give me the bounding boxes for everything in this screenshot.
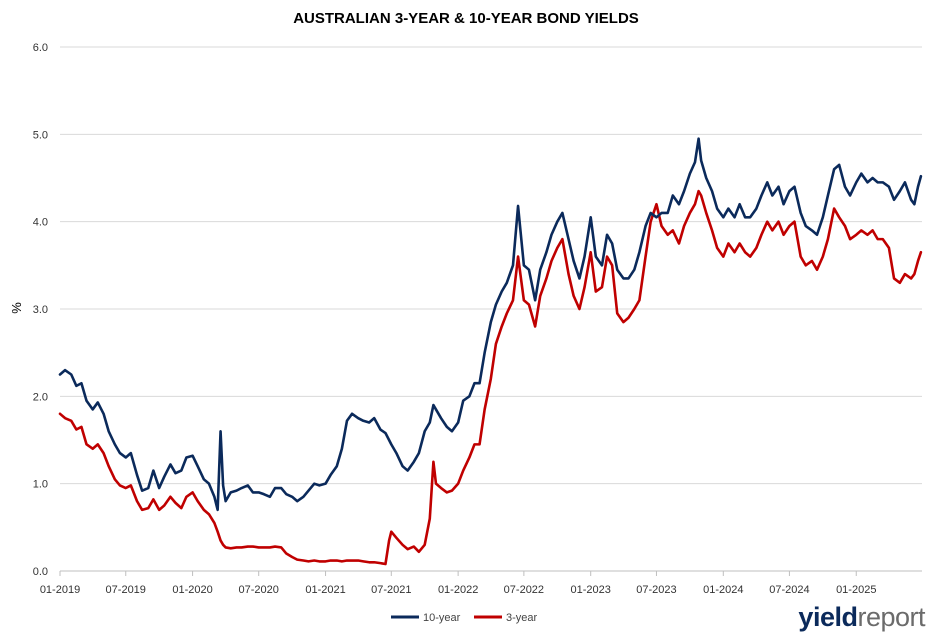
series-line-10-year bbox=[58, 137, 923, 512]
x-axis-ticks: 01-2019 07-2019 01-2020 07-2020 01-2021 07-20… bbox=[40, 570, 922, 596]
series-lines bbox=[58, 137, 923, 566]
x-tick-label: 07-2024 bbox=[769, 584, 809, 596]
x-tick-label: 01-2021 bbox=[305, 584, 345, 596]
x-tick-label: 01-2019 bbox=[40, 584, 80, 596]
x-tick-label: 07-2019 bbox=[106, 584, 146, 596]
grid-lines bbox=[60, 46, 922, 572]
legend-label: 3-year bbox=[506, 612, 538, 624]
yieldreport-logo: yieldreport bbox=[798, 602, 925, 632]
x-tick-label: 01-2025 bbox=[836, 584, 876, 596]
y-tick-label: 6.0 bbox=[33, 42, 48, 54]
y-axis-label: % bbox=[9, 302, 24, 314]
y-axis-ticks: 0.0 1.0 2.0 3.0 4.0 5.0 6.0 bbox=[33, 42, 48, 578]
x-tick-label: 07-2022 bbox=[504, 584, 544, 596]
chart-title: AUSTRALIAN 3-YEAR & 10-YEAR BOND YIELDS bbox=[293, 10, 639, 27]
y-tick-label: 4.0 bbox=[33, 217, 48, 229]
y-tick-label: 2.0 bbox=[33, 391, 48, 403]
y-tick-label: 3.0 bbox=[33, 304, 48, 316]
x-tick-label: 01-2023 bbox=[571, 584, 611, 596]
x-tick-label: 07-2020 bbox=[239, 584, 279, 596]
y-tick-label: 1.0 bbox=[33, 479, 48, 491]
x-tick-label: 07-2023 bbox=[636, 584, 676, 596]
legend: 10-year 3-year bbox=[391, 612, 538, 624]
y-tick-label: 5.0 bbox=[33, 129, 48, 141]
x-tick-label: 01-2024 bbox=[703, 584, 743, 596]
x-tick-label: 01-2020 bbox=[172, 584, 212, 596]
legend-label: 10-year bbox=[423, 612, 461, 624]
x-tick-label: 07-2021 bbox=[371, 584, 411, 596]
x-tick-label: 01-2022 bbox=[438, 584, 478, 596]
y-tick-label: 0.0 bbox=[33, 566, 48, 578]
series-line-3-year bbox=[58, 189, 923, 566]
